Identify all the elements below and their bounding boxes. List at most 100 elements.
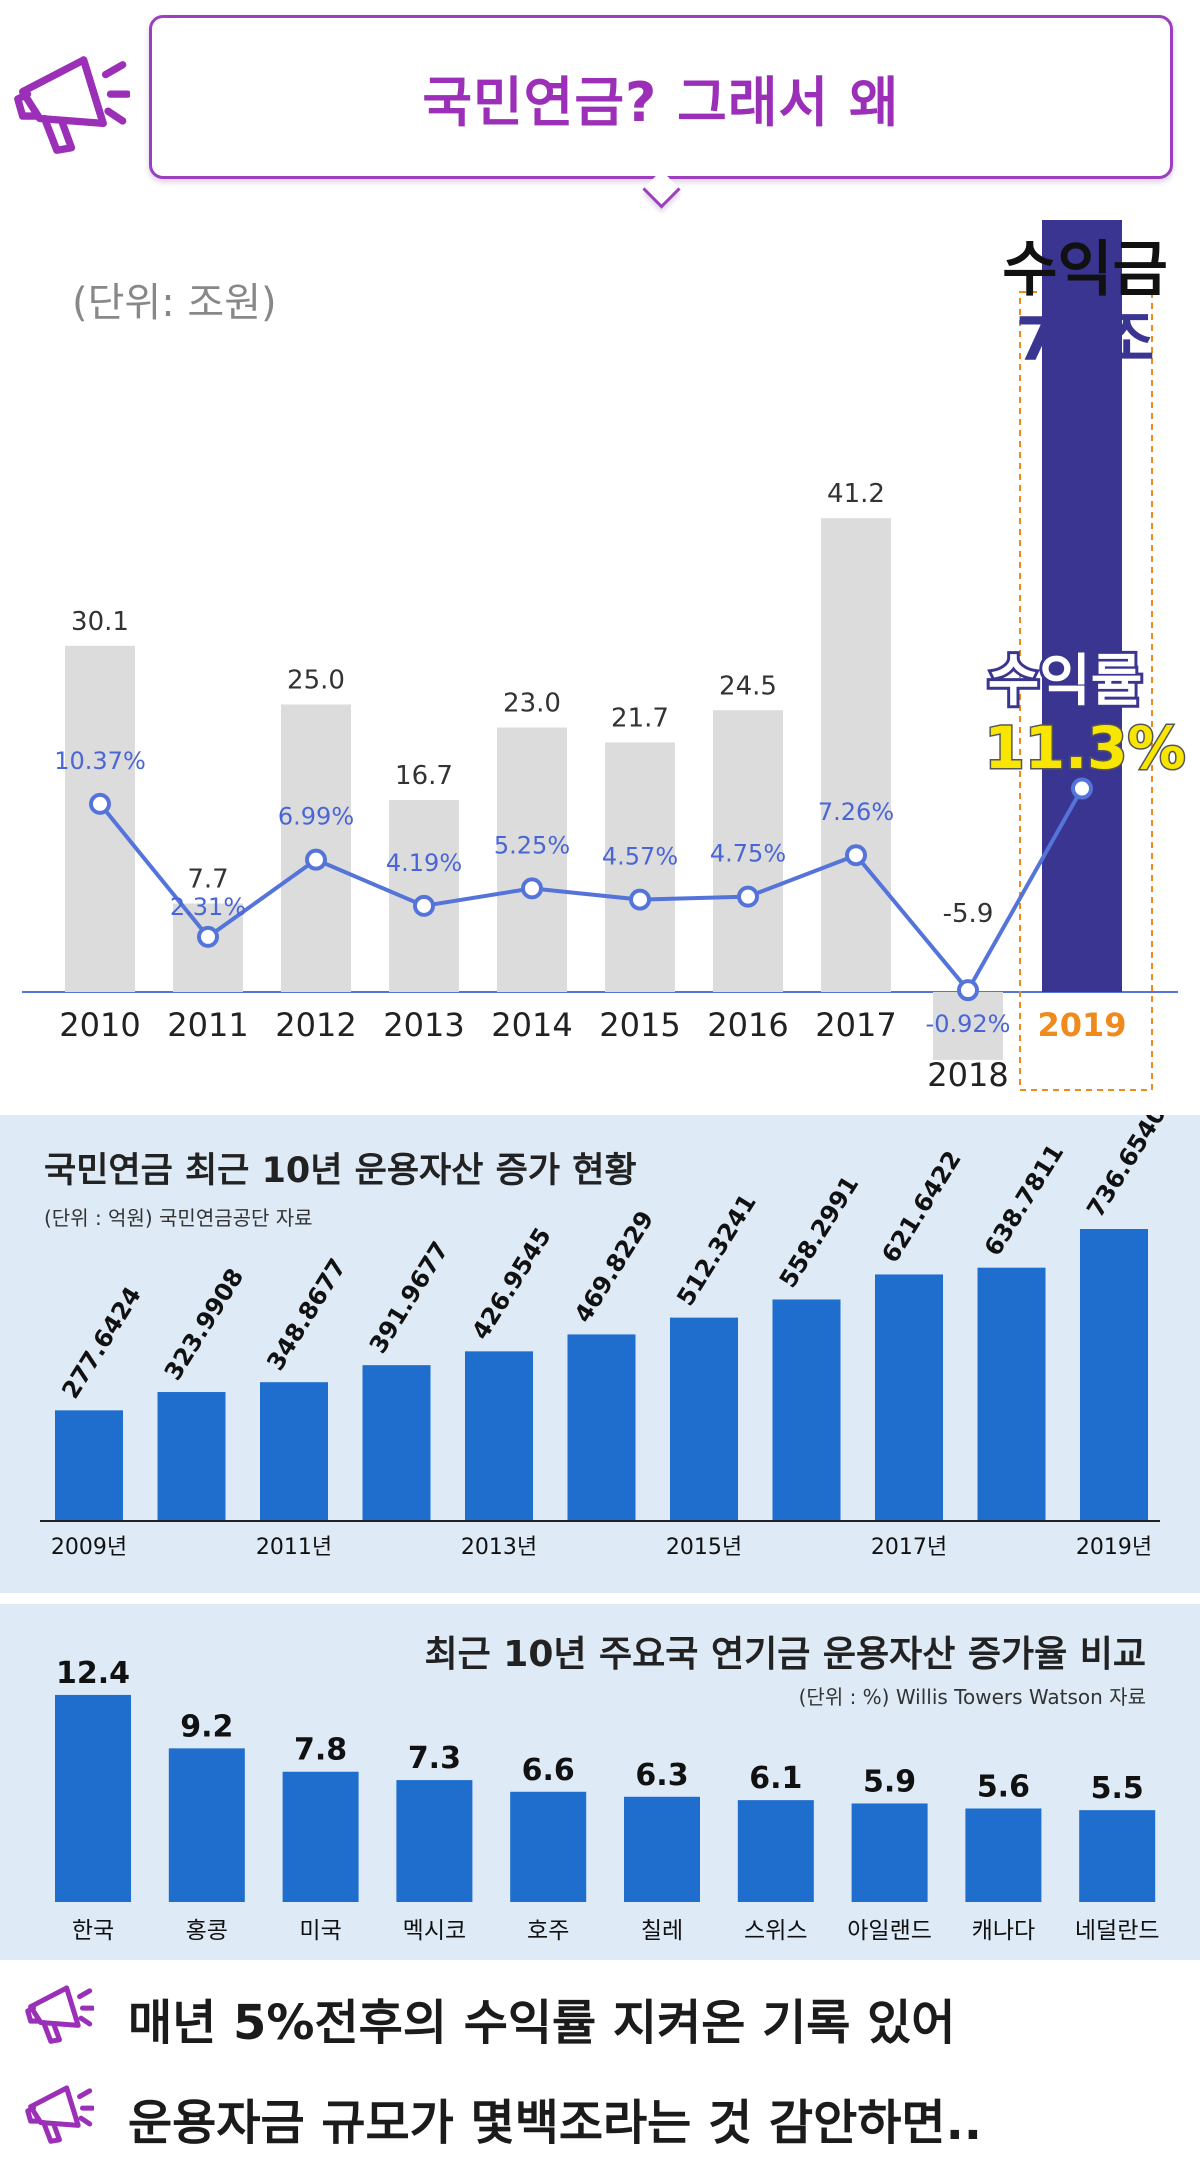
country-value-5: 6.3 [635, 1758, 688, 1793]
country-bar-2 [282, 1771, 359, 1902]
rate-point-2018 [957, 979, 979, 1002]
chart2-title: 국민연금 최근 10년 운용자산 증가 현황 [44, 1151, 637, 1191]
rate-label-2015: 4.57% [602, 843, 678, 871]
asset-label-10: 736.6540 [1081, 1115, 1172, 1222]
asset-label-8: 621.6422 [876, 1146, 967, 1268]
asset-bar-2 [260, 1382, 328, 1520]
rate-point-2017 [845, 844, 867, 867]
earnings-chart: 30.1 2010 7.7 2011 25.0 2012 16.7 2013 23.0 2014 2… [22, 220, 1187, 1094]
asset-bar-6 [670, 1317, 738, 1520]
rate-label-2012: 6.99% [278, 803, 354, 831]
bar-2014 [497, 727, 567, 992]
bar-2017 [821, 518, 891, 992]
country-bar-3 [396, 1780, 473, 1902]
asset-year-10: 2019년 [1076, 1535, 1152, 1560]
megaphone-icon [25, 2085, 94, 2144]
chart1-unit: (단위: 조원) [72, 280, 277, 326]
asset-label-9: 638.7811 [979, 1139, 1070, 1261]
rate-label-2017: 7.26% [818, 798, 894, 826]
asset-year-8: 2017년 [871, 1535, 947, 1560]
bar-label-2017: 41.2 [827, 479, 885, 509]
country-bar-6 [737, 1800, 814, 1902]
country-label-8: 캐나다 [972, 1918, 1035, 1944]
country-value-1: 9.2 [180, 1709, 233, 1744]
asset-label-2: 348.8677 [261, 1254, 352, 1376]
country-label-9: 네덜란드 [1075, 1918, 1160, 1944]
country-label-1: 홍콩 [186, 1918, 228, 1944]
country-bar-4 [510, 1791, 587, 1902]
bar-2018 [933, 992, 1003, 1060]
country-label-3: 멕시코 [403, 1918, 466, 1944]
country-bar-5 [624, 1796, 700, 1902]
rate-label-2014: 5.25% [494, 831, 570, 859]
asset-bar-5 [567, 1334, 636, 1520]
rate-point-2013 [413, 894, 435, 917]
year-label-2013: 2013 [383, 1006, 464, 1044]
note-line-1: 매년 5%전후의 수익률 지켜온 기록 있어 [128, 1995, 956, 2051]
rate-label-2013: 4.19% [386, 849, 462, 877]
year-label-2019: 2019 [1037, 1006, 1126, 1044]
country-value-8: 5.6 [977, 1769, 1030, 1804]
bar-label-2010: 30.1 [71, 607, 129, 637]
page-title: 국민연금? 그래서 왜 [422, 70, 900, 134]
country-value-6: 6.1 [749, 1761, 802, 1796]
bar-2012 [281, 704, 351, 992]
growth-chart: 12.4 한국 9.2 홍콩 7.8 미국 7.3 멕시코 6.6 호주 6.3 칠레 6.1 스위스 5.… [55, 1656, 1160, 1944]
asset-label-3: 391.9677 [364, 1237, 455, 1359]
asset-bar-4 [465, 1351, 533, 1520]
country-value-7: 5.9 [863, 1764, 916, 1799]
country-bar-8 [965, 1808, 1042, 1902]
rate-title: 수익률 [988, 649, 1143, 714]
amount-value: 73조 [1016, 305, 1155, 375]
asset-label-1: 323.9908 [159, 1263, 250, 1385]
rate-label-2011: 2.31% [170, 893, 246, 921]
asset-bar-3 [362, 1365, 431, 1520]
country-bar-9 [1079, 1810, 1156, 1902]
asset-label-0: 277.6424 [56, 1282, 147, 1404]
bar-label-2012: 25.0 [287, 666, 345, 696]
megaphone-icon [25, 1985, 94, 2044]
rate-label-2018: -0.92% [926, 1010, 1011, 1038]
asset-label-4: 426.9545 [466, 1223, 557, 1345]
rate-point-2015 [629, 888, 651, 911]
asset-year-6: 2015년 [666, 1535, 742, 1560]
country-bar-1 [168, 1748, 245, 1902]
note-line-2: 운용자금 규모가 몇백조라는 것 감안하면.. [128, 2095, 983, 2151]
country-bar-7 [851, 1803, 928, 1902]
bar-label-2018: -5.9 [943, 899, 994, 929]
asset-label-6: 512.3241 [671, 1189, 762, 1311]
assets-chart: 277.6424 2009년 323.9908 348.8677 2011년 391.96… [40, 1115, 1172, 1560]
year-label-2016: 2016 [707, 1006, 788, 1044]
asset-bar-10 [1080, 1229, 1148, 1520]
country-label-7: 아일랜드 [847, 1918, 932, 1944]
country-label-0: 한국 [72, 1918, 114, 1944]
bar-label-2011: 7.7 [187, 864, 228, 894]
country-label-2: 미국 [299, 1918, 341, 1944]
bar-label-2015: 21.7 [611, 703, 669, 733]
country-value-9: 5.5 [1091, 1771, 1144, 1806]
amount-title: 수익금 [1002, 235, 1168, 305]
rate-value: 11.3% [984, 714, 1185, 782]
country-label-6: 스위스 [744, 1918, 807, 1944]
country-label-4: 호주 [527, 1918, 569, 1944]
year-label-2017: 2017 [815, 1006, 896, 1044]
asset-bar-9 [977, 1267, 1046, 1520]
asset-bar-7 [772, 1299, 841, 1520]
bar-label-2014: 23.0 [503, 689, 561, 719]
rate-point-2019 [1071, 777, 1093, 800]
asset-label-5: 469.8229 [569, 1206, 660, 1328]
megaphone-icon [14, 56, 130, 154]
country-value-2: 7.8 [294, 1733, 347, 1768]
asset-label-7: 558.2991 [774, 1171, 865, 1293]
year-label-2012: 2012 [275, 1006, 356, 1044]
chart3-title: 최근 10년 주요국 연기금 운용자산 증가율 비교 [424, 1634, 1146, 1675]
asset-bar-8 [875, 1274, 943, 1520]
year-label-2010: 2010 [59, 1006, 140, 1044]
bar-label-2013: 16.7 [395, 761, 453, 791]
bar-2016 [713, 710, 783, 992]
asset-bar-0 [55, 1410, 123, 1520]
country-value-4: 6.6 [522, 1753, 575, 1788]
asset-year-4: 2013년 [461, 1535, 537, 1560]
rate-label-2016: 4.75% [710, 840, 786, 868]
bar-label-2016: 24.5 [719, 671, 777, 701]
